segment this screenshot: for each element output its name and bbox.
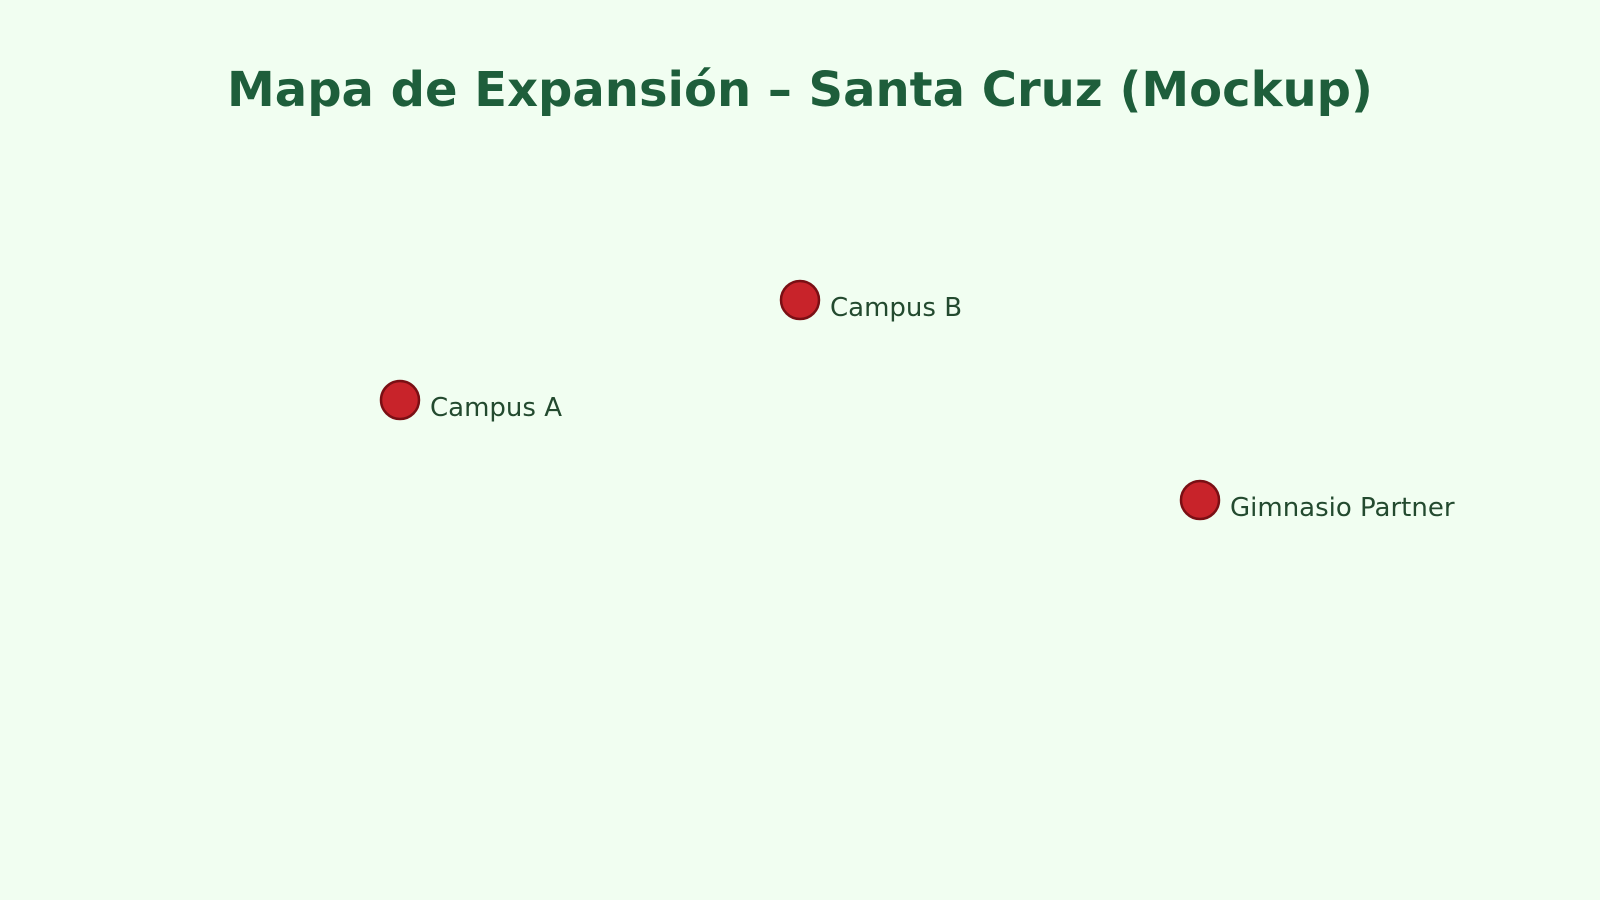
map-marker-gimnasio-partner[interactable]: Gimnasio Partner [1179, 479, 1455, 523]
map-marker-campus-b[interactable]: Campus B [779, 279, 962, 323]
map-marker-label: Campus B [830, 293, 962, 323]
map-pin-icon [779, 279, 821, 321]
map-pin-icon [379, 379, 421, 421]
map-marker-campus-a[interactable]: Campus A [379, 379, 562, 423]
map-pin-icon [1179, 479, 1221, 521]
map-title: Mapa de Expansión – Santa Cruz (Mockup) [227, 62, 1373, 118]
map-marker-label: Gimnasio Partner [1230, 493, 1455, 523]
map-marker-label: Campus A [430, 393, 562, 423]
